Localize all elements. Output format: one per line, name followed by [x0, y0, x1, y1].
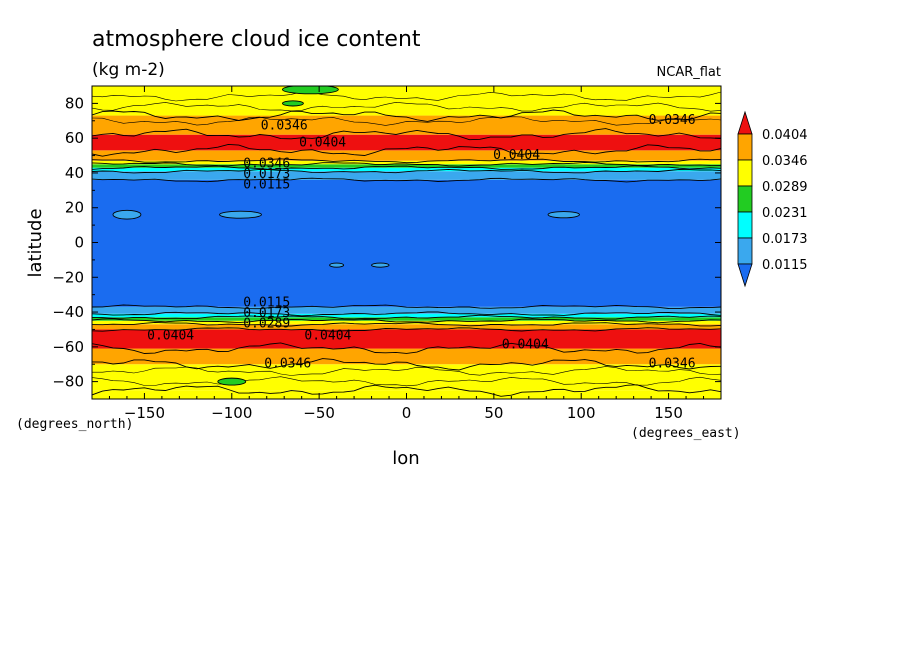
x-axis: −150 −100 −50 0 50 100 150 — [108, 86, 705, 422]
colorbar-label-3: 0.0289 — [762, 180, 808, 195]
contour-line-extra-3 — [92, 101, 721, 112]
colorbar-segment-0 — [737, 133, 753, 161]
x-tick-label-0: −150 — [124, 404, 165, 422]
plot-area — [92, 86, 721, 399]
patch-6 — [329, 262, 345, 268]
contour-line-6 — [92, 318, 721, 324]
colorbar-label-2: 0.0231 — [762, 206, 808, 221]
colorbar-top-arrow — [737, 110, 753, 135]
contour-label-10: 0.0404 — [147, 329, 194, 344]
band-7 — [92, 313, 721, 318]
colormap-name: NCAR_flat — [657, 65, 721, 80]
patch-2 — [217, 377, 247, 386]
y-tick-label-6: 40 — [65, 164, 84, 182]
contour-line-10 — [92, 177, 721, 183]
band-11 — [92, 167, 721, 172]
y-tick-label-5: 20 — [65, 199, 84, 217]
contour-label-0: 0.0346 — [261, 118, 308, 133]
contour-line-3 — [92, 342, 721, 354]
y-tick-label-4: 0 — [74, 234, 84, 252]
colorbar: 0.0115 0.0173 0.0231 0.0289 0.0346 0.0404 — [737, 110, 808, 288]
patch-4 — [219, 210, 262, 219]
contour-label-3: 0.0346 — [649, 113, 696, 128]
y-tick-label-8: 80 — [65, 94, 84, 112]
contour-label-14: 0.0346 — [649, 356, 696, 371]
x-tick-label-6: 150 — [654, 404, 683, 422]
contour-label-13: 0.0346 — [264, 356, 311, 371]
band-14 — [92, 150, 721, 161]
contour-label-1: 0.0404 — [299, 136, 346, 151]
x-tick-label-2: −50 — [303, 404, 335, 422]
x-tick-label-3: 0 — [402, 404, 412, 422]
contour-line-16 — [92, 128, 721, 141]
y-unit-label: (degrees_north) — [16, 417, 133, 432]
y-axis-label: latitude — [25, 208, 46, 277]
band-15 — [92, 134, 721, 151]
contour-line-1 — [92, 384, 721, 397]
contour-line-12 — [92, 165, 721, 170]
patch-0 — [282, 86, 339, 95]
y-tick-label-0: −80 — [52, 373, 84, 391]
contour-line-5 — [92, 321, 721, 327]
y-tick-label-3: −20 — [52, 268, 84, 286]
contour-line-13 — [92, 161, 721, 167]
colorbar-label-0: 0.0115 — [762, 258, 808, 273]
band-9 — [92, 179, 721, 307]
contour-line-17 — [92, 109, 721, 122]
band-6 — [92, 317, 721, 321]
patch-5 — [547, 211, 580, 219]
contour-label-6: 0.0115 — [243, 177, 290, 192]
contour-label-2: 0.0404 — [493, 148, 540, 163]
contour-line-15 — [92, 143, 721, 157]
contour-label-11: 0.0404 — [304, 329, 351, 344]
patch-7 — [371, 262, 390, 268]
x-tick-label-1: −100 — [211, 404, 252, 422]
contour-line-extra-4 — [92, 91, 721, 102]
colorbar-label-5: 0.0404 — [762, 128, 808, 143]
contour-label-5: 0.0173 — [243, 167, 290, 182]
contour-line-extra-2 — [92, 116, 721, 126]
colorbar-label-1: 0.0173 — [762, 232, 808, 247]
contour-line-extra-1 — [92, 366, 721, 376]
contour-line-8 — [92, 311, 721, 317]
contour-line-11 — [92, 168, 721, 174]
contour-line-4 — [92, 327, 721, 332]
chart-title: atmosphere cloud ice content — [92, 27, 421, 52]
contour-line-2 — [92, 358, 721, 371]
band-5 — [92, 320, 721, 325]
contour-line-7 — [92, 314, 721, 320]
y-tick-label-2: −40 — [52, 303, 84, 321]
y-axis: −80 −60 −40 −20 0 20 40 60 80 — [52, 85, 721, 400]
contour-labels: 0.03460.04040.04040.03460.03460.01730.01… — [147, 113, 695, 371]
band-3 — [92, 329, 721, 349]
contour-label-8: 0.0173 — [243, 306, 290, 321]
x-tick-label-5: 100 — [567, 404, 596, 422]
contour-label-12: 0.0404 — [502, 337, 549, 352]
colorbar-segment-4 — [737, 237, 753, 265]
band-8 — [92, 306, 721, 314]
y-tick-label-1: −60 — [52, 338, 84, 356]
x-axis-label: lon — [392, 448, 419, 469]
chart-units: (kg m-2) — [92, 60, 165, 80]
colorbar-label-4: 0.0346 — [762, 154, 808, 169]
contour-label-9: 0.0289 — [243, 316, 290, 331]
contour-line-extra-0 — [92, 376, 721, 387]
colorbar-bottom-arrow — [737, 263, 753, 288]
band-4 — [92, 324, 721, 330]
band-10 — [92, 171, 721, 180]
x-unit-label: (degrees_east) — [631, 426, 741, 441]
colorbar-segment-2 — [737, 185, 753, 213]
patch-3 — [112, 209, 142, 220]
y-tick-label-7: 60 — [65, 129, 84, 147]
patch-1 — [281, 100, 304, 107]
contour-line-14 — [92, 158, 721, 164]
colorbar-segment-3 — [737, 211, 753, 239]
colorbar-segment-1 — [737, 159, 753, 187]
x-tick-label-4: 50 — [484, 404, 503, 422]
contour-label-4: 0.0346 — [243, 157, 290, 172]
contour-label-7: 0.0115 — [243, 296, 290, 311]
contour-line-9 — [92, 304, 721, 310]
